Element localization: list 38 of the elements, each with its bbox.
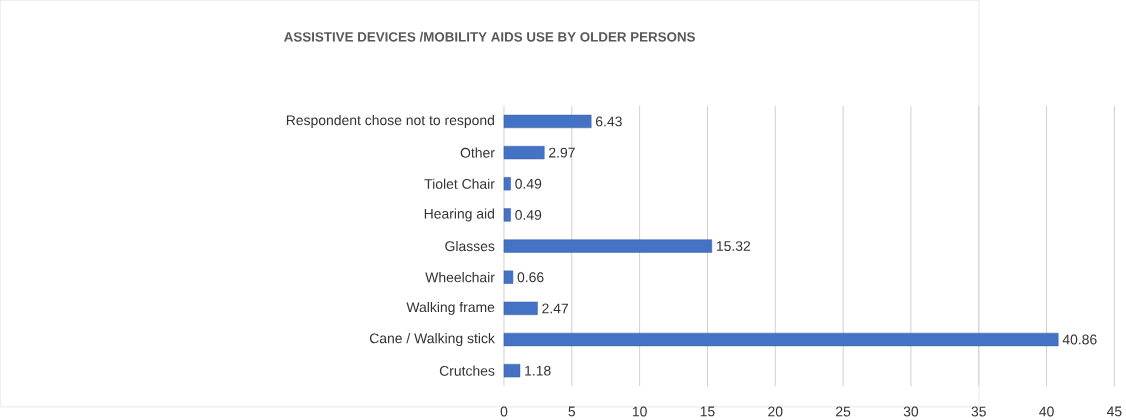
y-tick-label: Crutches: [439, 365, 495, 376]
data-label: 0.49: [515, 178, 542, 189]
data-label: 2.97: [549, 147, 575, 158]
bar: [503, 176, 511, 191]
x-tick-label: 0: [500, 406, 508, 417]
data-label: 2.47: [542, 303, 568, 314]
x-tick-label: 20: [768, 406, 783, 417]
x-tick-label: 10: [632, 406, 647, 417]
data-label: 6.43: [596, 116, 622, 127]
data-label: 1.18: [525, 365, 551, 376]
x-tick-label: 45: [1106, 406, 1122, 417]
data-label: 15.32: [716, 240, 751, 251]
data-label: 0.49: [515, 209, 542, 220]
x-tick-label: 40: [1039, 406, 1054, 417]
bar: [503, 114, 592, 128]
x-tick-label: 5: [568, 406, 576, 417]
bar: [503, 363, 521, 378]
y-tick-label: Glasses: [445, 240, 495, 251]
data-label: 40.86: [1062, 334, 1097, 345]
bar: [503, 301, 538, 315]
x-tick-label: 15: [700, 406, 715, 417]
y-tick-label: Walking frame: [406, 301, 495, 315]
bar: [503, 208, 511, 222]
x-tick-label: 30: [903, 406, 919, 417]
bar: [503, 332, 1059, 346]
y-tick-label: Tiolet Chair: [424, 178, 495, 189]
x-tick-label: 35: [971, 406, 986, 417]
bar: [503, 270, 514, 284]
x-tick-label: 25: [836, 406, 851, 417]
y-tick-label: Respondent chose not to respond: [286, 114, 494, 128]
y-tick-label: Other: [460, 147, 495, 158]
y-tick-label: Hearing aid: [424, 208, 494, 222]
bar: [503, 145, 545, 160]
y-tick-label: Cane / Walking stick: [369, 332, 495, 346]
bar: [503, 239, 713, 253]
y-tick-label: Wheelchair: [425, 271, 495, 283]
chart-title: ASSISTIVE DEVICES /MOBILITY AIDS USE BY OLDER PERSONS: [284, 31, 695, 42]
data-label: 0.66: [517, 272, 544, 282]
